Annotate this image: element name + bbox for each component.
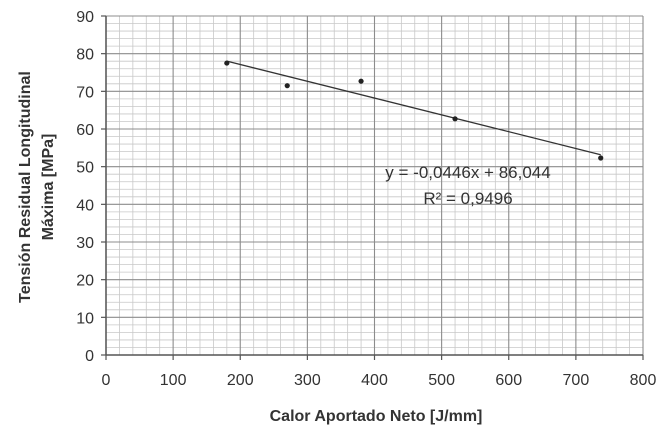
r-squared-label: R² = 0,9496 <box>423 189 512 208</box>
y-tick-label: 0 <box>85 348 94 365</box>
data-point <box>358 78 364 84</box>
y-tick-label: 10 <box>76 310 94 327</box>
x-tick-labels: 0 100 200 300 400 500 600 700 800 <box>102 355 657 389</box>
y-tick-label: 50 <box>76 160 94 177</box>
y-tick-label: 40 <box>76 197 94 214</box>
x-tick-label: 500 <box>428 372 455 389</box>
data-point <box>224 60 230 66</box>
x-tick-label: 600 <box>495 372 522 389</box>
x-tick-label: 0 <box>102 372 111 389</box>
x-tick-label: 200 <box>227 372 254 389</box>
data-point <box>284 83 290 89</box>
minor-grid <box>106 16 643 355</box>
data-points <box>224 60 604 161</box>
y-tick-label: 90 <box>76 9 94 26</box>
y-tick-label: 60 <box>76 122 94 139</box>
x-tick-label: 100 <box>160 372 187 389</box>
data-point <box>598 155 604 161</box>
trendline-equation: y = -0,0446x + 86,044 <box>385 163 550 182</box>
data-point <box>452 116 458 122</box>
y-tick-labels: 0 10 20 30 40 50 60 70 80 90 <box>76 9 106 365</box>
y-axis-title-line-1: Tensión Residual Longitudinal <box>17 71 34 303</box>
x-tick-label: 700 <box>563 372 590 389</box>
x-tick-label: 800 <box>630 372 657 389</box>
x-tick-label: 400 <box>361 372 388 389</box>
x-axis-title: Calor Aportado Neto [J/mm] <box>270 408 483 425</box>
trendline-group <box>226 60 601 156</box>
y-tick-label: 80 <box>76 47 94 64</box>
y-axis-title-line-2: Máxima [MPa] <box>40 134 57 241</box>
trendline <box>226 60 601 156</box>
y-tick-label: 30 <box>76 235 94 252</box>
y-tick-label: 20 <box>76 273 94 290</box>
y-tick-label: 70 <box>76 84 94 101</box>
x-tick-label: 300 <box>294 372 321 389</box>
